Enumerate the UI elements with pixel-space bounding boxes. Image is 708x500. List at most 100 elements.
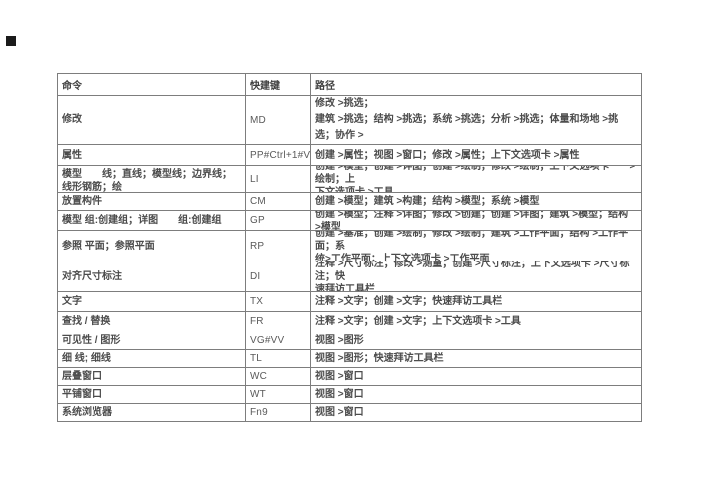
path-text: 注释 >文字；创建 >文字；上下文选项卡 >工具: [315, 316, 521, 327]
path-cell: 创建 >模型；建筑 >构建；结构 >模型；系统 >模型: [311, 193, 640, 210]
path-text: 视图 >窗口: [315, 407, 364, 418]
key-text: WT: [250, 389, 266, 400]
path-text: 视图 >图形: [315, 334, 364, 346]
command-cell: 模型 组:创建组；详图 组:创建组: [58, 211, 246, 230]
path-cell: 创建 >基准；创建 >绘制；修改 >绘制；建筑 >工作平面；结构 >工作平面；系…: [311, 231, 640, 261]
command-text: 参照 平面；参照平面: [62, 240, 155, 252]
key-cell: RP: [246, 231, 311, 261]
command-text: 模型 线；直线；模型线；边界线；线形钢筋；绘 制 线: [62, 169, 232, 192]
command-text: 模型 组:创建组；详图 组:创建组: [62, 215, 222, 226]
key-text: TL: [250, 353, 263, 364]
command-cell: 层叠窗口: [58, 368, 246, 385]
key-cell: GP: [246, 211, 311, 230]
command-cell: 对齐尺寸标注: [58, 261, 246, 291]
command-text: 对齐尺寸标注: [62, 270, 122, 282]
key-text: FR: [250, 316, 264, 327]
key-cell: VG#VV: [246, 331, 311, 349]
key-cell: PP#Ctrl+1#VP: [246, 145, 311, 165]
table-row: 系统浏览器 Fn9 视图 >窗口: [58, 404, 641, 421]
path-text: 创建 >模型；创建 >详图；创建 >绘制；修改 >绘制；上下文选项卡 >绘制；上…: [315, 166, 636, 192]
path-cell: 注释 >尺寸标注；修改 >测量；创建 >尺寸标注；上下文选项卡 >尺寸标注；快 …: [311, 261, 640, 291]
path-cell: 视图 >图形: [311, 331, 640, 349]
path-cell: 创建 >模型；创建 >详图；创建 >绘制；修改 >绘制；上下文选项卡 >绘制；上…: [311, 166, 640, 192]
path-text: 注释 >文字；创建 >文字；快速拜访工具栏: [315, 296, 503, 307]
path-text: 视图 >图形；快速拜访工具栏: [315, 353, 444, 364]
key-cell: Fn9: [246, 404, 311, 421]
path-cell: 注释 >文字；创建 >文字；快速拜访工具栏: [311, 292, 640, 311]
key-cell: TL: [246, 350, 311, 367]
shortcut-table: 命令 快建键 路径 修改 MD 创建 >挑选；插入 >挑选；注释 >挑选；视图 …: [57, 73, 642, 422]
command-text: 层叠窗口: [62, 371, 102, 382]
path-cell: 视图 >窗口: [311, 368, 640, 385]
key-cell: WC: [246, 368, 311, 385]
key-text: MD: [250, 114, 266, 126]
command-text: 属性: [62, 149, 82, 161]
key-text: VG#VV: [250, 334, 285, 346]
command-text: 查找 / 替换: [62, 316, 111, 327]
key-text: LI: [250, 173, 259, 185]
header-path: 路径: [315, 81, 335, 92]
header-row: 命令 快建键 路径: [58, 74, 641, 96]
table-row: 对齐尺寸标注 DI 注释 >尺寸标注；修改 >测量；创建 >尺寸标注；上下文选项…: [58, 261, 641, 291]
command-cell: 属性: [58, 145, 246, 165]
path-text: 创建 >模型；注释 >详图；修改 >创建；创建 >详图；建筑 >模型；结构 >模…: [315, 211, 631, 230]
table-row-group: 参照 平面；参照平面 RP 创建 >基准；创建 >绘制；修改 >绘制；建筑 >工…: [58, 231, 641, 292]
key-text: Fn9: [250, 407, 268, 418]
command-text: 细 线; 细线: [62, 353, 111, 364]
key-text: PP#Ctrl+1#VP: [250, 149, 311, 161]
command-cell: 参照 平面；参照平面: [58, 231, 246, 261]
table-row: 文字 TX 注释 >文字；创建 >文字；快速拜访工具栏: [58, 292, 641, 312]
key-text: WC: [250, 371, 268, 382]
key-text: DI: [250, 270, 261, 282]
command-text: 放置构件: [62, 196, 102, 207]
command-text: 平铺窗口: [62, 389, 102, 400]
path-text: 创建 >基准；创建 >绘制；修改 >绘制；建筑 >工作平面；结构 >工作平面；系…: [315, 231, 629, 261]
command-text: 系统浏览器: [62, 407, 112, 418]
command-cell: 模型 线；直线；模型线；边界线；线形钢筋；绘 制 线: [58, 166, 246, 192]
header-path-cell: 路径: [311, 74, 640, 95]
header-command: 命令: [62, 81, 82, 92]
path-cell: 创建 >模型；注释 >详图；修改 >创建；创建 >详图；建筑 >模型；结构 >模…: [311, 211, 640, 230]
command-cell: 可见性 / 图形: [58, 331, 246, 349]
path-text: 创建 >模型；建筑 >构建；结构 >模型；系统 >模型: [315, 196, 540, 207]
table-row: 可见性 / 图形 VG#VV 视图 >图形: [58, 331, 641, 349]
key-cell: WT: [246, 386, 311, 403]
header-key-cell: 快建键: [246, 74, 311, 95]
key-text: RP: [250, 240, 265, 252]
command-cell: 系统浏览器: [58, 404, 246, 421]
table-row-group: 查找 / 替换 FR 注释 >文字；创建 >文字；上下文选项卡 >工具 可见性 …: [58, 312, 641, 350]
path-text: 创建 >挑选；插入 >挑选；注释 >挑选；视图 >挑选；治理 >挑选；修改 >挑…: [315, 98, 619, 141]
path-text: 注释 >尺寸标注；修改 >测量；创建 >尺寸标注；上下文选项卡 >尺寸标注；快 …: [315, 261, 630, 291]
path-cell: 视图 >窗口: [311, 386, 640, 403]
key-text: TX: [250, 296, 264, 307]
table-row: 修改 MD 创建 >挑选；插入 >挑选；注释 >挑选；视图 >挑选；治理 >挑选…: [58, 96, 641, 145]
table-row: 放置构件 CM 创建 >模型；建筑 >构建；结构 >模型；系统 >模型: [58, 193, 641, 211]
corner-mark: [6, 36, 16, 46]
key-cell: MD: [246, 96, 311, 144]
path-text: 视图 >窗口: [315, 389, 364, 400]
command-text: 可见性 / 图形: [62, 334, 121, 346]
key-text: GP: [250, 215, 265, 226]
key-cell: DI: [246, 261, 311, 291]
table-row: 查找 / 替换 FR 注释 >文字；创建 >文字；上下文选项卡 >工具: [58, 312, 641, 331]
path-cell: 创建 >挑选；插入 >挑选；注释 >挑选；视图 >挑选；治理 >挑选；修改 >挑…: [311, 96, 640, 144]
key-text: CM: [250, 196, 266, 207]
table-row: 平铺窗口 WT 视图 >窗口: [58, 386, 641, 404]
command-cell: 文字: [58, 292, 246, 311]
command-cell: 平铺窗口: [58, 386, 246, 403]
header-key: 快建键: [250, 81, 280, 92]
path-cell: 注释 >文字；创建 >文字；上下文选项卡 >工具: [311, 312, 640, 331]
key-cell: FR: [246, 312, 311, 331]
header-command-cell: 命令: [58, 74, 246, 95]
path-cell: 创建 >属性；视图 >窗口；修改 >属性；上下文选项卡 >属性: [311, 145, 640, 165]
path-text: 创建 >属性；视图 >窗口；修改 >属性；上下文选项卡 >属性: [315, 149, 580, 161]
command-cell: 修改: [58, 96, 246, 144]
command-cell: 细 线; 细线: [58, 350, 246, 367]
table-row: 模型 组:创建组；详图 组:创建组 GP 创建 >模型；注释 >详图；修改 >创…: [58, 211, 641, 231]
table-row: 属性 PP#Ctrl+1#VP 创建 >属性；视图 >窗口；修改 >属性；上下文…: [58, 145, 641, 166]
key-cell: LI: [246, 166, 311, 192]
key-cell: CM: [246, 193, 311, 210]
table-row: 细 线; 细线 TL 视图 >图形；快速拜访工具栏: [58, 350, 641, 368]
command-text: 修改: [62, 114, 82, 125]
